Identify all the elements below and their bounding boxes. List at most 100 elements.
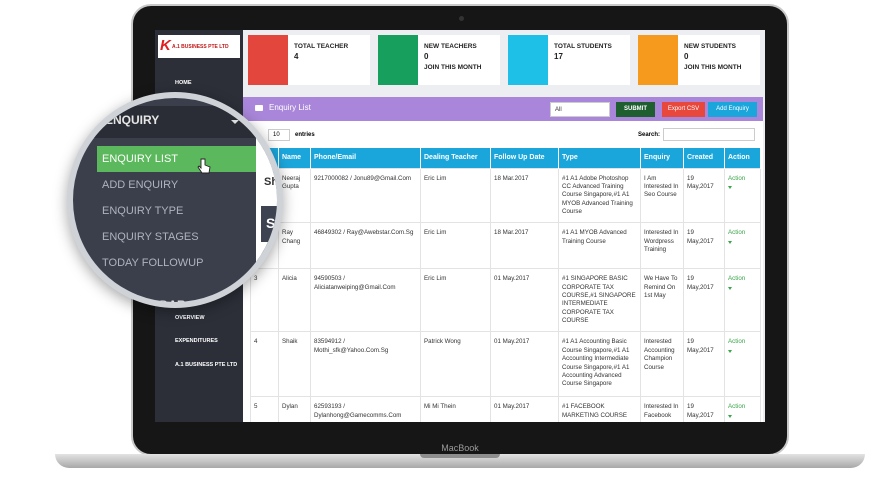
notch xyxy=(420,454,500,458)
filter-select[interactable]: All xyxy=(550,102,610,117)
column-header: Follow Up Date xyxy=(490,148,559,168)
menu-item[interactable]: HOME xyxy=(175,80,192,86)
table-cell: 19 May,2017 xyxy=(683,222,725,270)
table-row: 3Alicia94590503 / Aliciatanweiping@Gmail… xyxy=(250,268,761,333)
column-header: Name xyxy=(278,148,311,168)
stat-value: 4 xyxy=(294,52,299,61)
table-cell: Interested In Wordpress Training xyxy=(640,222,684,270)
table-cell: Eric Lim xyxy=(420,222,491,270)
table-cell: Neeraj Gupta xyxy=(278,167,311,224)
table-cell: 19 May,2017 xyxy=(683,167,725,224)
magnifier: ENQUIRY ENQUIRY LIST ADD ENQUIRY ENQUIRY T… xyxy=(67,92,283,308)
device-label: MacBook xyxy=(441,443,479,453)
menu-item[interactable]: ENQUIRY STAGES xyxy=(102,231,199,243)
panel-header: Enquiry List All SUBMIT Export CSV Add E… xyxy=(243,97,763,121)
table-cell: Dylan xyxy=(278,396,311,422)
logo: K A.1 BUSINESS PTE LTD xyxy=(158,35,240,58)
sn-label: S.N xyxy=(261,206,277,242)
stat-card: TOTAL STUDENTS 17 xyxy=(508,35,630,85)
table-cell: #1 A1 MYOB Advanced Training Course xyxy=(558,222,641,270)
cursor xyxy=(197,158,211,174)
search-input[interactable] xyxy=(663,128,755,141)
stat-value: 0 xyxy=(424,52,429,61)
enquiry-panel: Enquiry List All SUBMIT Export CSV Add E… xyxy=(243,97,763,422)
camera xyxy=(459,16,464,21)
logo-text: A.1 BUSINESS PTE LTD xyxy=(172,44,229,50)
menu-item[interactable]: OVERVIEW xyxy=(175,315,205,321)
menu-item[interactable]: TODAY FOLLOWUP xyxy=(102,257,204,269)
table-cell: Interested Accounting Champion Course xyxy=(640,331,684,398)
stat-value: 0 xyxy=(684,52,689,61)
table-cell: 9217000082 / Jonu89@Gmail.Com xyxy=(310,167,421,224)
stat-note: JOIN THIS MONTH xyxy=(424,64,482,71)
table-cell: We Have To Remind On 1st May xyxy=(640,268,684,333)
table-cell: #1 SINGAPORE BASIC CORPORATE TAX COURSE,… xyxy=(558,268,641,333)
action-cell[interactable]: Action xyxy=(724,331,761,398)
menu-item[interactable]: EXPENDITURES xyxy=(175,338,218,344)
caret xyxy=(231,120,239,124)
menu-calendar[interactable]: ENDAR xyxy=(143,298,186,308)
stat-value: 17 xyxy=(554,52,563,61)
search-label: Search: xyxy=(638,132,661,138)
stat-label: NEW STUDENTS xyxy=(684,43,736,50)
table-cell: 19 May,2017 xyxy=(683,331,725,398)
table-row: 5 Dylan 62593193 / Dylanhong@Gamecomms.Com… xyxy=(250,396,761,422)
logo-mark: K xyxy=(160,37,171,54)
column-header: Enquiry xyxy=(640,148,684,168)
stat-icon xyxy=(508,35,548,85)
column-header: Action xyxy=(724,148,761,168)
table-cell: 18 Mar.2017 xyxy=(490,222,559,270)
table-cell: I Am Interested In Seo Course xyxy=(640,167,684,224)
action-caret xyxy=(728,286,732,290)
menu-item[interactable]: ENQUIRY LIST xyxy=(97,146,257,172)
action-cell[interactable]: Action xyxy=(724,396,761,422)
table-cell: Patrick Wong xyxy=(420,331,491,398)
column-header: Dealing Teacher xyxy=(420,148,491,168)
table-cell: 46849302 / Ray@Awebstar.Com.Sg xyxy=(310,222,421,270)
section-title: ENQUIRY xyxy=(105,113,160,127)
section-header xyxy=(73,106,277,138)
entries-label: entries xyxy=(295,132,315,138)
add-button[interactable]: Add Enquiry xyxy=(708,102,757,117)
stat-label: TOTAL TEACHER xyxy=(294,43,349,50)
column-header: Created xyxy=(683,148,725,168)
action-cell[interactable]: Action xyxy=(724,222,761,270)
submit-button[interactable]: SUBMIT xyxy=(616,102,655,117)
table-cell: Alicia xyxy=(278,268,311,333)
stat-card: NEW TEACHERS 0 JOIN THIS MONTH xyxy=(378,35,500,85)
stat-note: JOIN THIS MONTH xyxy=(684,64,742,71)
table-cell: #1 A1 Adobe Photoshop CC Advanced Traini… xyxy=(558,167,641,224)
table-cell: 19 May,2017 xyxy=(683,268,725,333)
menu-item[interactable]: ADD ENQUIRY xyxy=(102,179,179,191)
action-cell[interactable]: Action xyxy=(724,167,761,224)
column-header: Phone/Email xyxy=(310,148,421,168)
menu-item[interactable]: A.1 BUSINESS PTE LTD xyxy=(175,362,238,368)
stat-icon xyxy=(638,35,678,85)
table-cell: 62593193 / Dylanhong@Gamecomms.Com xyxy=(310,396,421,422)
table-cell: 5 xyxy=(250,396,279,422)
table-cell: Mi Mi Thein xyxy=(420,396,491,422)
table-cell: 4 xyxy=(250,331,279,398)
table-cell: 83594912 / Mothi_sfk@Yahoo.Com.Sg xyxy=(310,331,421,398)
action-caret xyxy=(728,185,732,189)
show-label: Show xyxy=(264,176,279,188)
export-button[interactable]: Export CSV xyxy=(662,102,705,117)
table-cell: Ray Chang xyxy=(278,222,311,270)
table-cell: #1 A1 Accounting Basic Course Singapore,… xyxy=(558,331,641,398)
table-cell: 01 May.2017 xyxy=(490,331,559,398)
laptop-base xyxy=(55,454,865,468)
action-cell[interactable]: Action xyxy=(724,268,761,333)
action-caret xyxy=(728,349,732,353)
table-row: 4 Shaik 83594912 / Mothi_sfk@Yahoo.Com.Sg P… xyxy=(250,331,761,398)
table-cell: 19 May,2017 xyxy=(683,396,725,422)
table-cell: Interested In Facebook xyxy=(640,396,684,422)
table-cell: 01 May.2017 xyxy=(490,396,559,422)
menu-item[interactable]: ENQUIRY TYPE xyxy=(102,205,184,217)
stat-icon xyxy=(378,35,418,85)
table-cell: Shaik xyxy=(278,331,311,398)
table-cell: 01 May.2017 xyxy=(490,268,559,333)
